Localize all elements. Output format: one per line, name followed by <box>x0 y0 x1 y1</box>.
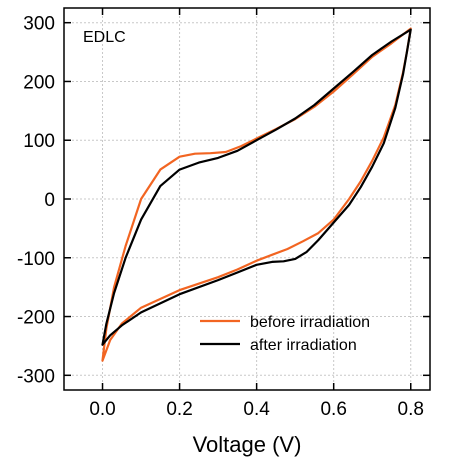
annotation-label: EDLC <box>83 29 126 46</box>
x-tick-label: 0.8 <box>398 399 424 420</box>
legend-label-after-irradiation: after irradiation <box>250 337 357 354</box>
x-tick-label: 0.0 <box>89 399 115 420</box>
grid <box>64 8 430 390</box>
series-line-before-irradiation <box>101 27 412 362</box>
y-tick-label: -200 <box>17 308 55 329</box>
x-axis-label: Voltage (V) <box>193 432 302 457</box>
series-lines <box>101 27 412 362</box>
legend: before irradiation after irradiation <box>200 314 370 354</box>
y-tick-label: 0 <box>44 190 55 211</box>
legend-label-before-irradiation: before irradiation <box>250 314 370 331</box>
plot-frame <box>63 7 431 391</box>
x-tick-label: 0.6 <box>320 399 346 420</box>
x-tick-label: 0.4 <box>243 399 270 420</box>
y-tick-label: -300 <box>17 366 55 387</box>
y-tick-label: -100 <box>17 249 55 270</box>
y-tick-label: 300 <box>23 14 55 35</box>
y-tick-label: 200 <box>23 72 55 93</box>
axis-ticks: 0.0 0.2 0.4 0.6 0.8 -300 -200 -100 0 100 200 300 <box>17 8 430 420</box>
y-tick-label: 100 <box>23 131 55 152</box>
series-line-after-irradiation <box>101 28 412 346</box>
x-tick-label: 0.2 <box>166 399 192 420</box>
